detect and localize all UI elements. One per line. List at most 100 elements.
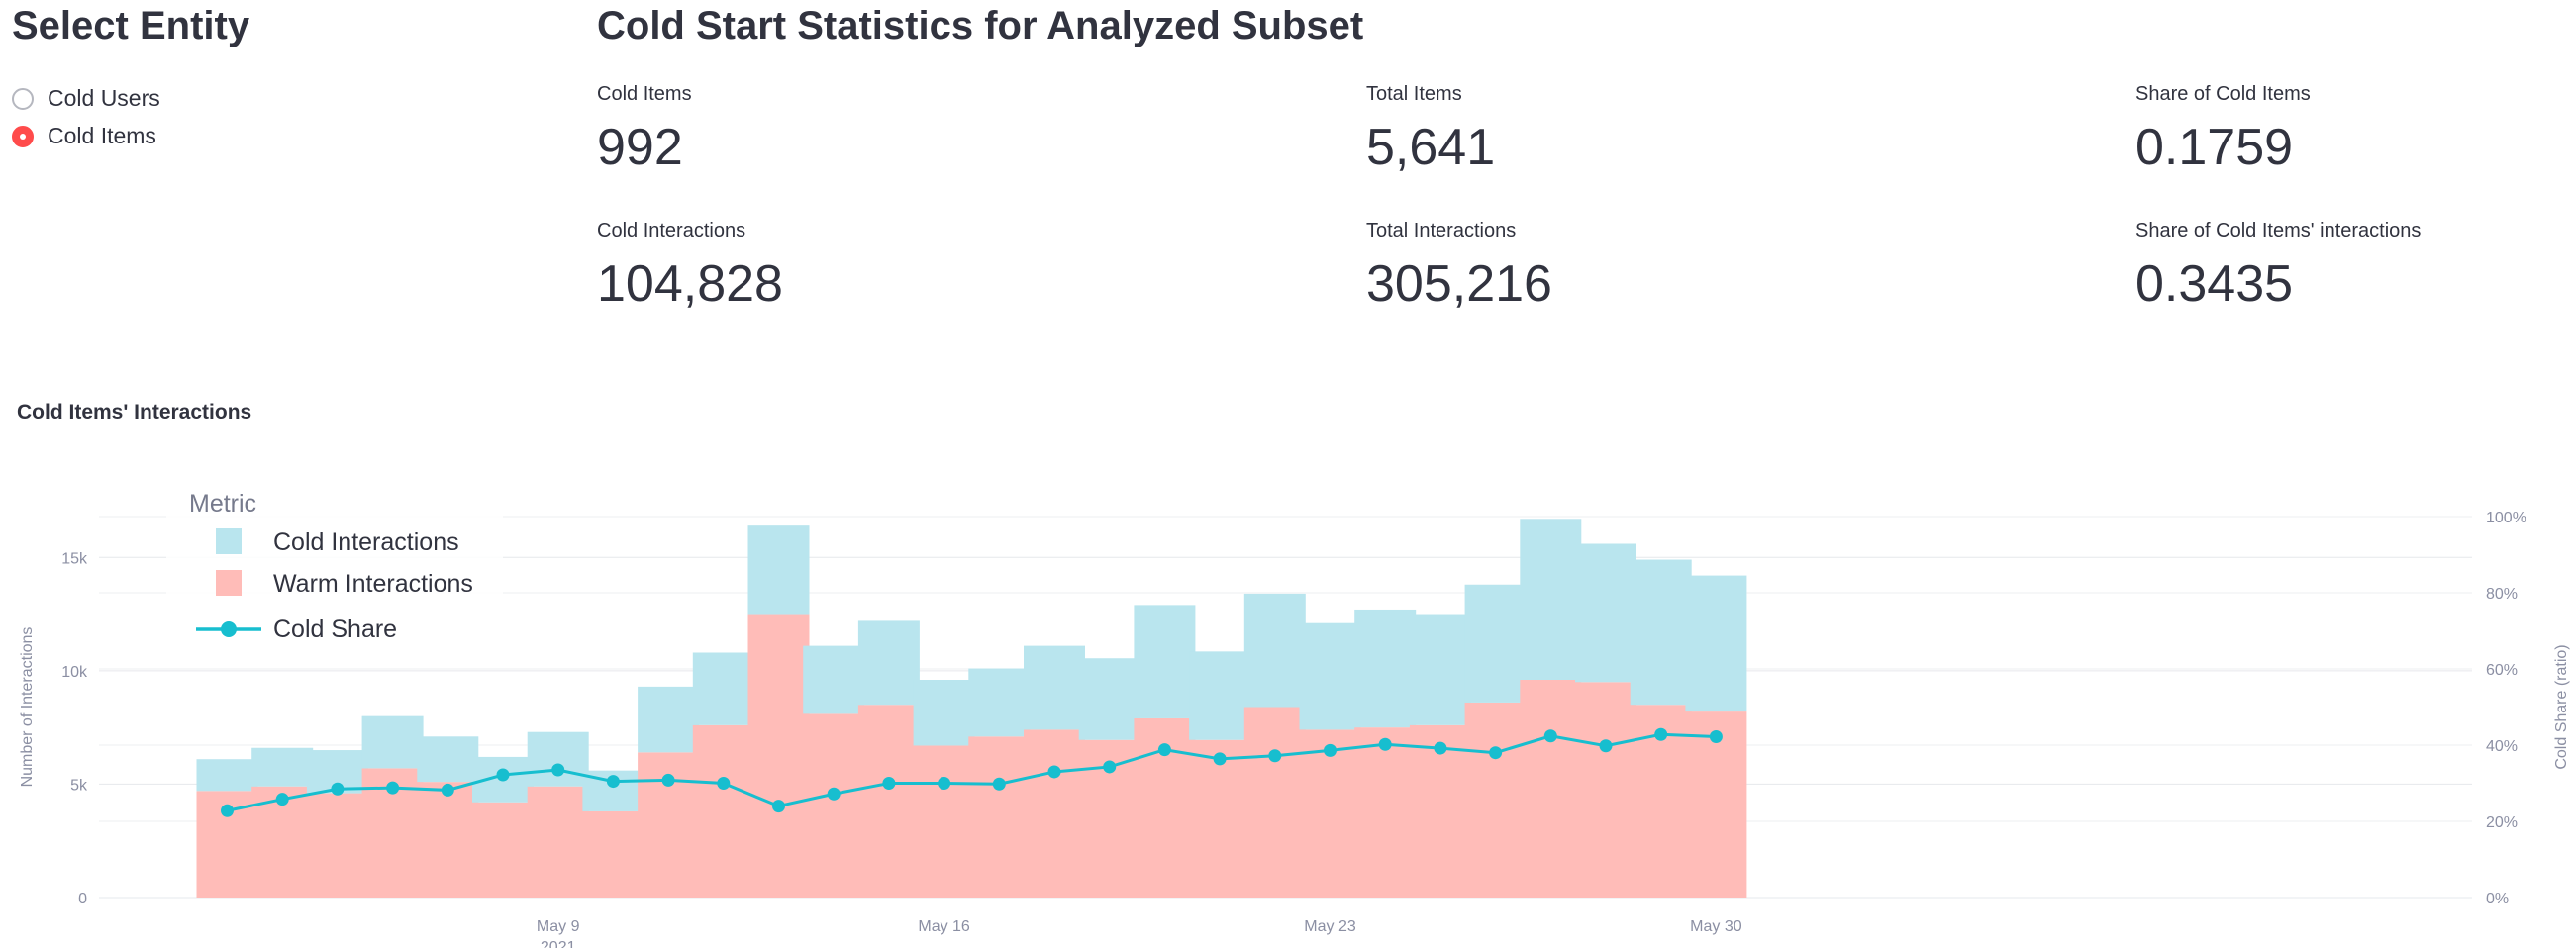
metric-label: Share of Cold Items xyxy=(2135,83,2311,105)
y2-tick-label: 60% xyxy=(2486,662,2518,679)
bar-warm-interactions[interactable] xyxy=(1243,707,1306,899)
cold-share-line[interactable] xyxy=(227,732,1717,812)
cold-share-point[interactable] xyxy=(496,768,510,782)
cold-share-point[interactable] xyxy=(551,763,565,777)
cold-share-point[interactable] xyxy=(1543,729,1557,743)
cold-share-point[interactable] xyxy=(882,777,896,790)
cold-share-point[interactable] xyxy=(1047,765,1061,779)
bar-warm-interactions[interactable] xyxy=(527,786,589,898)
bar-warm-interactions[interactable] xyxy=(582,810,644,898)
bar-cold-interactions[interactable] xyxy=(417,736,479,783)
legend-label-cold-share[interactable]: Cold Share xyxy=(273,616,397,643)
cold-share-point[interactable] xyxy=(992,777,1006,791)
metric-value: 992 xyxy=(597,119,683,176)
cold-share-point[interactable] xyxy=(661,773,675,787)
cold-share-point[interactable] xyxy=(221,804,234,817)
sidebar-title: Select Entity xyxy=(12,4,250,47)
cold-share-point[interactable] xyxy=(1268,749,1282,763)
bar-cold-interactions[interactable] xyxy=(1243,593,1306,708)
y2-tick-label: 80% xyxy=(2486,586,2518,603)
cold-share-point[interactable] xyxy=(827,787,841,801)
bar-cold-interactions[interactable] xyxy=(1299,622,1361,730)
bar-warm-interactions[interactable] xyxy=(306,793,368,898)
bar-cold-interactions[interactable] xyxy=(361,715,424,769)
cold-share-point[interactable] xyxy=(1489,746,1503,760)
bar-warm-interactions[interactable] xyxy=(803,713,865,898)
cold-share-point[interactable] xyxy=(717,777,731,790)
bar-warm-interactions[interactable] xyxy=(913,745,975,898)
bar-warm-interactions[interactable] xyxy=(1189,739,1251,898)
x-tick-sublabel: 2021 xyxy=(541,939,576,948)
cold-share-point[interactable] xyxy=(1103,760,1117,774)
bar-cold-interactions[interactable] xyxy=(747,525,810,615)
bar-cold-interactions[interactable] xyxy=(1575,543,1636,683)
metric-share-cold-interactions: Share of Cold Items' interactions 0.3435 xyxy=(2135,220,2421,314)
cold-share-point[interactable] xyxy=(1434,741,1447,755)
cold-share-point[interactable] xyxy=(1213,752,1227,766)
bar-warm-interactions[interactable] xyxy=(1024,729,1085,898)
bar-cold-interactions[interactable] xyxy=(803,645,865,714)
bar-warm-interactions[interactable] xyxy=(857,705,920,898)
metric-label: Total Items xyxy=(1366,83,1462,105)
metric-value: 5,641 xyxy=(1366,119,1496,176)
bar-cold-interactions[interactable] xyxy=(1134,605,1196,718)
bar-cold-interactions[interactable] xyxy=(1464,584,1527,703)
bar-cold-interactions[interactable] xyxy=(692,652,754,725)
bar-cold-interactions[interactable] xyxy=(638,686,700,753)
bar-warm-interactions[interactable] xyxy=(1464,702,1527,898)
x-tick-label: May 23 xyxy=(1304,918,1356,935)
y2-tick-label: 0% xyxy=(2486,891,2509,907)
cold-share-point[interactable] xyxy=(1654,727,1668,741)
bar-cold-interactions[interactable] xyxy=(196,759,258,792)
x-tick-label: May 9 xyxy=(537,918,580,935)
cold-share-point[interactable] xyxy=(1157,743,1171,757)
bar-warm-interactions[interactable] xyxy=(1575,682,1636,898)
legend-label-cold-interactions[interactable]: Cold Interactions xyxy=(273,528,459,556)
bar-cold-interactions[interactable] xyxy=(968,668,1031,737)
bar-warm-interactions[interactable] xyxy=(1299,729,1361,898)
bar-cold-interactions[interactable] xyxy=(913,680,975,746)
bar-cold-interactions[interactable] xyxy=(1409,614,1471,725)
interactions-chart[interactable]: 0 5k 10k 15k 0% 20% 40% 60% 80% 100% Number of Int… xyxy=(0,475,2576,948)
cold-share-point[interactable] xyxy=(772,800,785,813)
cold-share-point[interactable] xyxy=(938,777,951,790)
radio-button-cold-users[interactable] xyxy=(12,87,34,110)
metric-label: Share of Cold Items' interactions xyxy=(2135,220,2422,241)
bar-cold-interactions[interactable] xyxy=(527,731,589,787)
bar-warm-interactions[interactable] xyxy=(417,782,479,898)
cold-share-point[interactable] xyxy=(331,782,345,796)
metric-cold-items: Cold Items 992 xyxy=(597,83,692,177)
bar-cold-interactions[interactable] xyxy=(1078,658,1140,740)
legend-title: Metric xyxy=(189,490,256,518)
bar-warm-interactions[interactable] xyxy=(692,724,754,898)
bar-warm-interactions[interactable] xyxy=(968,736,1031,898)
metric-value: 305,216 xyxy=(1366,255,1552,313)
cold-share-point[interactable] xyxy=(386,781,400,795)
legend-label-warm-interactions[interactable]: Warm Interactions xyxy=(273,570,473,598)
bar-warm-interactions[interactable] xyxy=(1354,727,1417,898)
legend-swatch-cold xyxy=(216,528,242,554)
bar-cold-interactions[interactable] xyxy=(1024,645,1085,730)
cold-share-point[interactable] xyxy=(1599,739,1613,753)
radio-option-cold-items[interactable]: Cold Items xyxy=(12,123,156,149)
radio-button-cold-items[interactable] xyxy=(12,125,34,147)
bar-cold-interactions[interactable] xyxy=(857,620,920,706)
x-tick-label: May 30 xyxy=(1690,918,1742,935)
cold-share-point[interactable] xyxy=(1324,743,1337,757)
bar-warm-interactions[interactable] xyxy=(472,802,534,898)
bar-cold-interactions[interactable] xyxy=(251,747,314,787)
bar-cold-interactions[interactable] xyxy=(1189,651,1251,740)
cold-share-point[interactable] xyxy=(1709,730,1723,744)
bar-warm-interactions[interactable] xyxy=(747,614,810,898)
cold-share-point[interactable] xyxy=(1378,737,1392,751)
metric-label: Total Interactions xyxy=(1366,220,1517,241)
bar-cold-interactions[interactable] xyxy=(1354,609,1417,728)
cold-share-point[interactable] xyxy=(275,793,289,806)
bar-cold-interactions[interactable] xyxy=(1520,519,1582,680)
bar-warm-interactions[interactable] xyxy=(1520,680,1582,898)
cold-share-point[interactable] xyxy=(606,775,620,789)
radio-option-cold-users[interactable]: Cold Users xyxy=(12,85,160,112)
bar-cold-interactions[interactable] xyxy=(1630,559,1692,706)
bar-cold-interactions[interactable] xyxy=(1685,575,1747,712)
cold-share-point[interactable] xyxy=(441,783,454,797)
